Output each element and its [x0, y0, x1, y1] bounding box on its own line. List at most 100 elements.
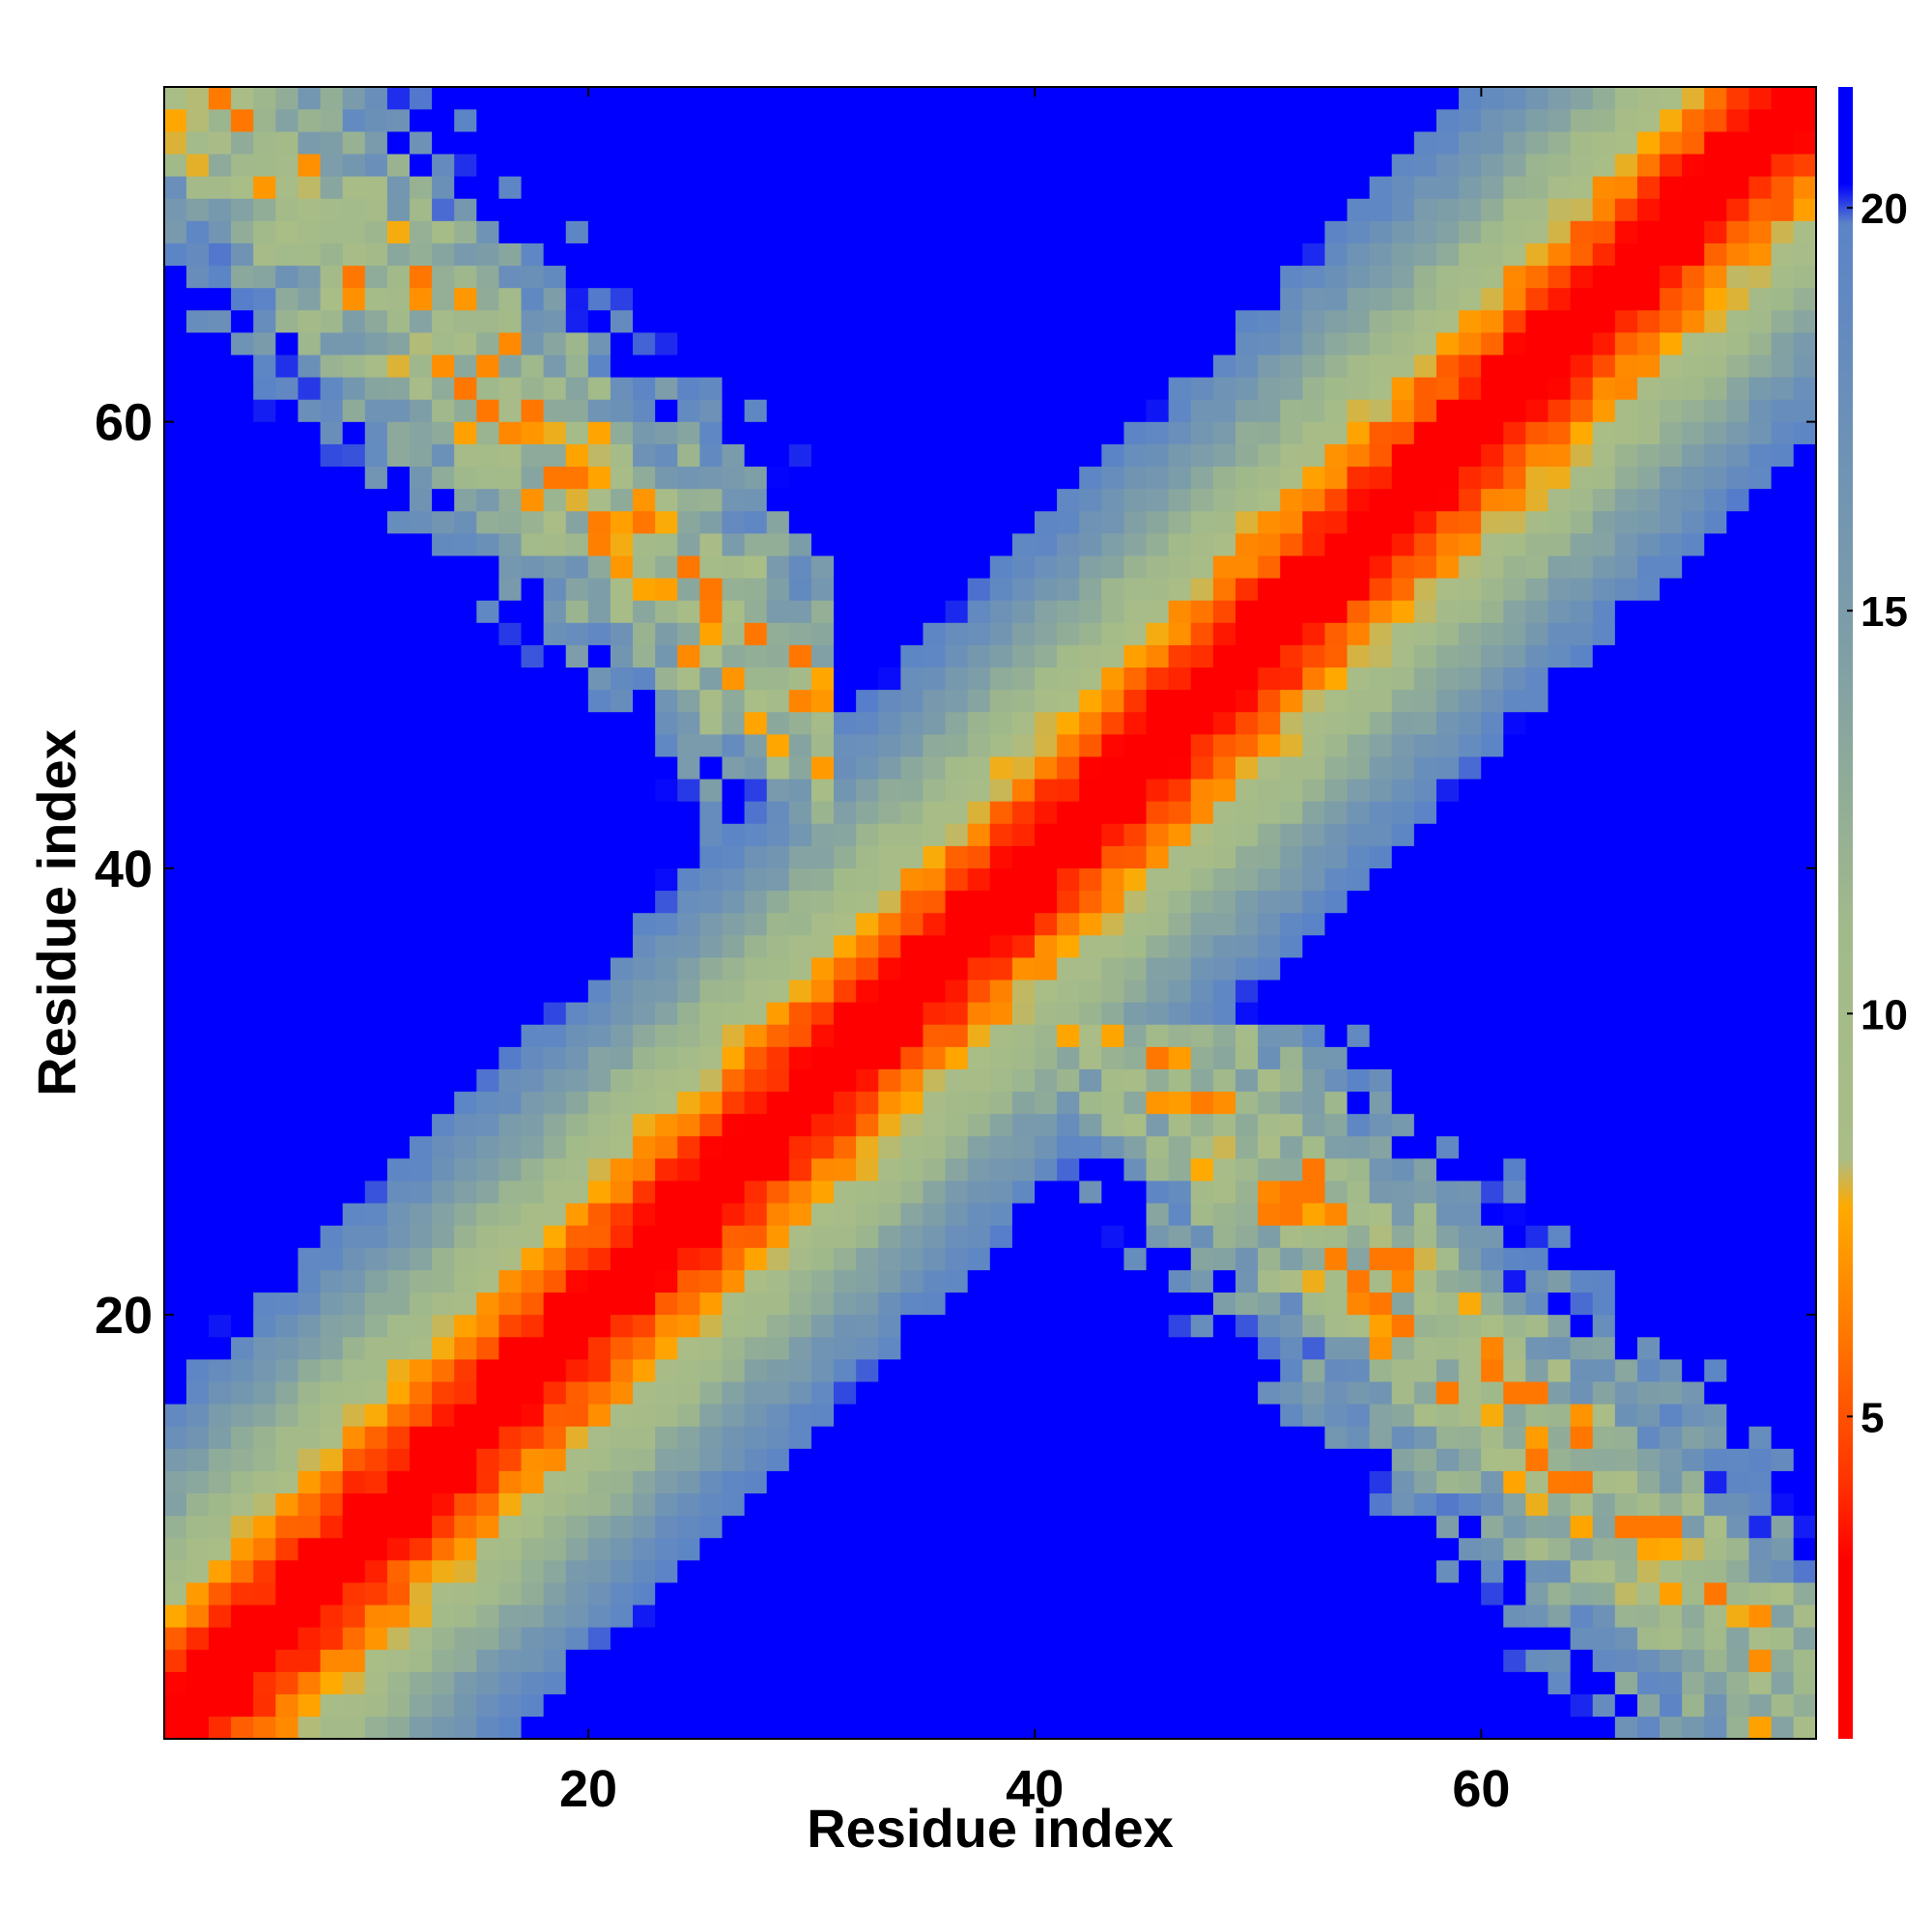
heatmap-cell	[1347, 756, 1371, 780]
heatmap-cell	[498, 1024, 522, 1047]
heatmap-cell	[633, 1135, 656, 1159]
heatmap-cell	[185, 1582, 210, 1605]
heatmap-cell	[587, 1358, 611, 1382]
heatmap-cell	[1302, 1068, 1325, 1093]
heatmap-cell	[1190, 510, 1214, 534]
heatmap-cell	[989, 443, 1013, 468]
heatmap-cell	[923, 1404, 946, 1427]
heatmap-cell	[565, 1404, 589, 1427]
heatmap-cell	[923, 1336, 946, 1360]
heatmap-cell	[1258, 1404, 1281, 1427]
heatmap-cell	[1570, 1582, 1594, 1605]
heatmap-cell	[364, 331, 388, 355]
heatmap-cell	[1660, 1649, 1683, 1672]
heatmap-cell	[1636, 1269, 1661, 1293]
heatmap-cell	[1548, 689, 1572, 713]
heatmap-cell	[476, 1314, 499, 1338]
heatmap-cell	[163, 1605, 187, 1628]
heatmap-cell	[1525, 1157, 1548, 1181]
heatmap-cell	[1481, 1358, 1504, 1382]
heatmap-cell	[677, 934, 700, 958]
heatmap-cell	[1035, 1292, 1058, 1316]
heatmap-cell	[454, 355, 477, 378]
heatmap-cell	[1280, 555, 1303, 579]
heatmap-cell	[1548, 1515, 1572, 1539]
heatmap-cell	[699, 1046, 723, 1069]
heatmap-cell	[476, 1671, 499, 1694]
heatmap-cell	[543, 1716, 567, 1740]
heatmap-cell	[900, 1671, 923, 1694]
heatmap-cell	[209, 1671, 232, 1694]
heatmap-cell	[788, 1002, 812, 1025]
heatmap-cell	[1258, 287, 1281, 311]
heatmap-cell	[1614, 242, 1638, 267]
heatmap-cell	[1011, 1448, 1036, 1471]
heatmap-cell	[610, 1113, 634, 1137]
heatmap-cell	[1413, 242, 1437, 267]
heatmap-cell	[1525, 108, 1548, 132]
heatmap-cell	[498, 711, 522, 735]
heatmap-cell	[856, 377, 879, 400]
heatmap-cell	[834, 220, 857, 243]
heatmap-cell	[1347, 1649, 1371, 1672]
heatmap-cell	[1101, 1649, 1124, 1672]
heatmap-cell	[1302, 220, 1325, 243]
heatmap-cell	[1212, 265, 1236, 289]
heatmap-cell	[744, 1068, 768, 1093]
heatmap-cell	[1123, 1515, 1147, 1539]
heatmap-cell	[633, 331, 656, 355]
heatmap-cell	[231, 355, 254, 378]
heatmap-cell	[655, 980, 678, 1003]
heatmap-cell	[677, 1135, 700, 1159]
heatmap-cell	[1280, 131, 1303, 155]
heatmap-cell	[810, 488, 835, 512]
heatmap-cell	[1190, 867, 1214, 892]
heatmap-cell	[587, 1135, 611, 1159]
heatmap-cell	[1235, 1515, 1259, 1539]
heatmap-cell	[722, 1068, 746, 1093]
heatmap-cell	[1525, 265, 1548, 289]
heatmap-cell	[498, 154, 522, 177]
heatmap-cell	[1525, 355, 1548, 378]
heatmap-cell	[409, 86, 433, 110]
heatmap-cell	[1258, 309, 1281, 333]
heatmap-cell	[1435, 600, 1460, 623]
heatmap-cell	[1614, 1716, 1638, 1740]
heatmap-cell	[454, 1404, 477, 1427]
heatmap-cell	[298, 532, 321, 556]
heatmap-cell	[744, 1426, 768, 1449]
heatmap-cell	[878, 1336, 901, 1360]
heatmap-cell	[1614, 331, 1638, 355]
heatmap-cell	[1168, 399, 1192, 422]
heatmap-cell	[633, 1448, 656, 1471]
heatmap-cell	[900, 957, 923, 980]
heatmap-cell	[275, 309, 298, 333]
heatmap-cell	[699, 644, 723, 668]
heatmap-cell	[298, 309, 321, 333]
heatmap-cell	[1146, 1068, 1170, 1093]
heatmap-cell	[386, 510, 411, 534]
heatmap-cell	[386, 309, 411, 333]
heatmap-cell	[923, 399, 946, 422]
heatmap-cell	[1258, 1627, 1281, 1650]
heatmap-cell	[633, 265, 656, 289]
heatmap-cell	[834, 845, 857, 868]
heatmap-cell	[320, 86, 344, 110]
heatmap-cell	[1391, 711, 1415, 735]
heatmap-cell	[587, 1515, 611, 1539]
heatmap-cell	[253, 1649, 276, 1672]
heatmap-cell	[1525, 287, 1548, 311]
heatmap-cell	[677, 1492, 700, 1517]
heatmap-cell	[1212, 1247, 1236, 1270]
heatmap-cell	[521, 265, 545, 289]
heatmap-cell	[923, 1492, 946, 1517]
heatmap-cell	[655, 644, 678, 668]
heatmap-cell	[1636, 1157, 1661, 1181]
heatmap-cell	[498, 867, 522, 892]
heatmap-cell	[1235, 1582, 1259, 1605]
heatmap-cell	[1592, 1314, 1616, 1338]
heatmap-cell	[587, 756, 611, 780]
heatmap-cell	[498, 1292, 522, 1316]
heatmap-cell	[432, 399, 455, 422]
heatmap-cell	[432, 198, 455, 221]
